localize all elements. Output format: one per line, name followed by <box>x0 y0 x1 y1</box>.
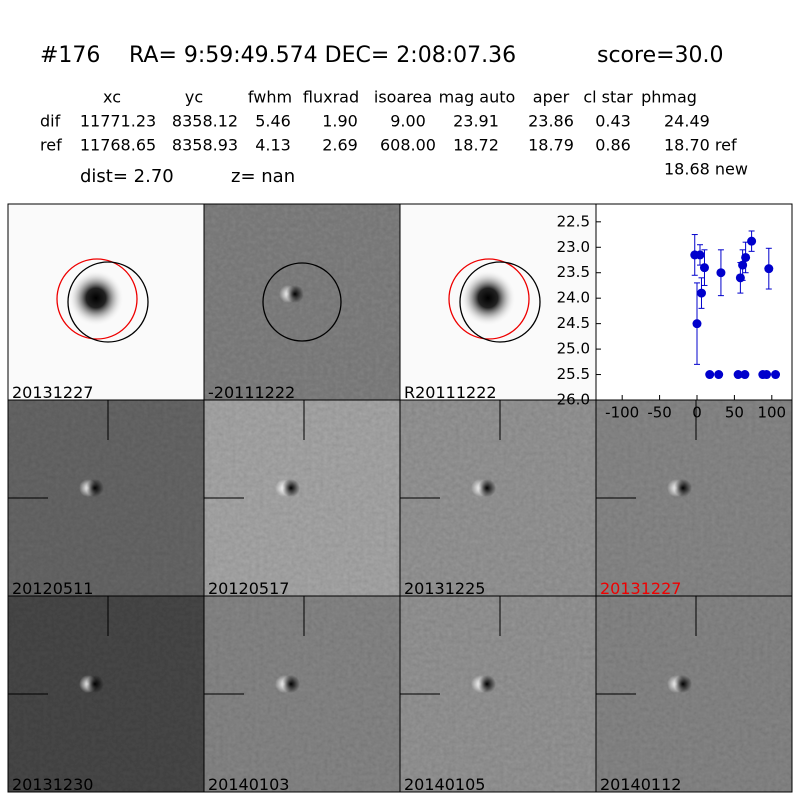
panel-label: R20111222 <box>404 383 497 402</box>
panel-label: -20111222 <box>208 383 295 402</box>
x-tick-label: 100 <box>757 404 786 422</box>
cell: 9.00 <box>390 112 426 131</box>
y-tick-label: 24.5 <box>557 314 590 332</box>
ref-circle <box>56 258 138 340</box>
column-header: isoarea <box>374 88 432 107</box>
cell: 5.46 <box>255 112 291 131</box>
column-header: xc <box>103 88 121 107</box>
column-header: fwhm <box>248 88 292 107</box>
det-circle <box>459 261 541 343</box>
y-tick-label: 23.5 <box>557 263 590 281</box>
x-tick-label: -100 <box>605 404 639 422</box>
point <box>699 263 709 273</box>
det-circle <box>262 262 342 342</box>
blob-dark <box>478 675 496 693</box>
panel-label: 20131227 <box>600 579 681 598</box>
cutout-image <box>204 204 400 400</box>
cell: 18.70 ref <box>664 136 737 155</box>
column-header: yc <box>185 88 203 107</box>
column-header: phmag <box>641 88 697 107</box>
distance: dist= 2.70 <box>80 166 174 187</box>
z-value: z= nan <box>231 166 295 187</box>
column-header: cl star <box>583 88 633 107</box>
row-label: ref <box>40 136 62 155</box>
point <box>741 252 751 262</box>
point <box>740 370 750 380</box>
cell: 0.43 <box>595 112 631 131</box>
cell: 23.86 <box>528 112 574 131</box>
ref-circle <box>448 258 530 340</box>
point <box>716 268 726 278</box>
column-header: mag auto <box>439 88 516 107</box>
point <box>738 260 748 270</box>
cell: 18.79 <box>528 136 574 155</box>
panel-label: 20140103 <box>208 775 289 794</box>
point <box>696 288 706 298</box>
cell: 2.69 <box>322 136 358 155</box>
point <box>747 236 757 246</box>
cell: 23.91 <box>453 112 499 131</box>
point <box>692 319 702 329</box>
blob-dark <box>674 675 692 693</box>
det-circle <box>67 261 149 343</box>
panel-label: 20120517 <box>208 579 289 598</box>
x-tick-label: 0 <box>692 404 702 422</box>
cell: 4.13 <box>255 136 291 155</box>
cell: 608.00 <box>380 136 436 155</box>
blob-dark <box>478 479 496 497</box>
column-header: aper <box>533 88 570 107</box>
blob-dark <box>86 675 104 693</box>
y-tick-label: 25.5 <box>557 365 590 383</box>
plot-area <box>595 203 793 401</box>
panel-label: 20140105 <box>404 775 485 794</box>
header-score: score=30.0 <box>597 43 724 68</box>
cell: 0.86 <box>595 136 631 155</box>
header-id: #176 <box>40 43 100 68</box>
panel-label: 20140112 <box>600 775 681 794</box>
y-tick-label: 23.0 <box>557 238 590 256</box>
header-coords: RA= 9:59:49.574 DEC= 2:08:07.36 <box>129 43 516 68</box>
blob-dark <box>282 675 300 693</box>
cell: 11768.65 <box>80 136 156 155</box>
point <box>714 370 724 380</box>
cell: 11771.23 <box>80 112 156 131</box>
blob-dark <box>282 479 300 497</box>
panel-label: 20131225 <box>404 579 485 598</box>
source <box>68 270 124 326</box>
cell: 1.90 <box>322 112 358 131</box>
source <box>460 270 516 326</box>
blob-dark <box>286 285 304 303</box>
y-tick-label: 25.0 <box>557 340 590 358</box>
panel-label: 20131227 <box>12 383 93 402</box>
point <box>771 370 781 380</box>
cell: 24.49 <box>664 112 710 131</box>
x-tick-label: 50 <box>725 404 744 422</box>
row-label: dif <box>40 112 61 131</box>
x-tick-label: -50 <box>647 404 672 422</box>
y-tick-label: 22.5 <box>557 212 590 230</box>
column-header: fluxrad <box>303 88 359 107</box>
cell: 8358.12 <box>172 112 238 131</box>
panel-label: 20120511 <box>12 579 93 598</box>
point <box>762 370 772 380</box>
cell: 18.68 new <box>664 160 748 179</box>
point <box>705 370 715 380</box>
blob-dark <box>674 479 692 497</box>
cell: 8358.93 <box>172 136 238 155</box>
y-tick-label: 26.0 <box>557 391 590 409</box>
point <box>764 264 774 274</box>
y-tick-label: 24.0 <box>557 289 590 307</box>
panel-frame <box>595 595 793 793</box>
point <box>735 273 745 283</box>
panel-label: 20131230 <box>12 775 93 794</box>
cell: 18.72 <box>453 136 499 155</box>
point <box>695 250 705 260</box>
blob-dark <box>86 479 104 497</box>
point <box>733 370 743 380</box>
